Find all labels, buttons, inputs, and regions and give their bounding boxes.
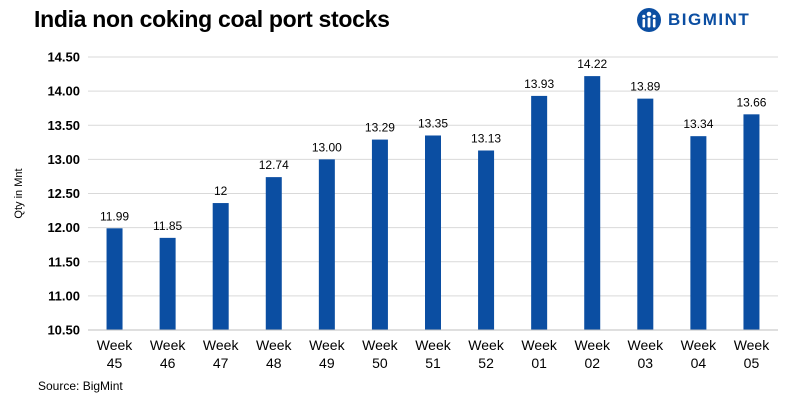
x-tick-label: Week xyxy=(521,337,558,353)
y-tick-label: 14.00 xyxy=(47,84,80,99)
bar xyxy=(743,114,760,330)
y-tick-label: 11.00 xyxy=(48,288,80,303)
y-axis-title: Qty in Mnt xyxy=(13,168,25,218)
bar xyxy=(425,135,441,330)
y-tick-label: 14.50 xyxy=(47,50,80,65)
x-tick-label: Week xyxy=(309,337,346,353)
x-tick-label: 46 xyxy=(160,355,176,371)
x-tick-label: 04 xyxy=(691,355,707,371)
data-label: 13.34 xyxy=(683,117,713,131)
data-label: 12 xyxy=(214,184,228,198)
x-tick-label: 48 xyxy=(266,355,282,371)
y-tick-label: 13.00 xyxy=(47,152,80,167)
bar xyxy=(318,159,335,330)
bar xyxy=(637,98,654,330)
bar xyxy=(159,237,176,330)
chart-title: India non coking coal port stocks xyxy=(34,6,390,32)
x-tick-label: Week xyxy=(415,337,452,353)
y-tick-label: 10.50 xyxy=(47,323,80,338)
data-label: 13.35 xyxy=(418,116,448,130)
x-tick-label: 01 xyxy=(531,355,547,371)
bar xyxy=(371,139,388,330)
brand-name: BIGMINT xyxy=(668,10,751,29)
bar xyxy=(106,228,123,330)
x-tick-label: Week xyxy=(734,337,771,353)
x-tick-label: Week xyxy=(256,337,293,353)
bar xyxy=(478,150,495,330)
x-tick-label: Week xyxy=(681,337,718,353)
x-tick-label: 03 xyxy=(638,355,654,371)
x-tick-label: Week xyxy=(628,337,665,353)
data-label: 13.00 xyxy=(312,140,342,154)
y-tick-label: 11.50 xyxy=(48,254,80,269)
bigmint-logo: BIGMINT xyxy=(636,7,750,33)
y-tick-label: 13.50 xyxy=(47,118,80,133)
bar xyxy=(212,203,229,330)
source-note: Source: BigMint xyxy=(38,379,123,393)
data-label: 11.85 xyxy=(153,219,182,233)
bar xyxy=(584,76,601,330)
x-tick-label: 02 xyxy=(584,355,600,371)
x-tick-label: Week xyxy=(203,337,240,353)
x-tick-label: 49 xyxy=(319,355,335,371)
x-tick-label: 05 xyxy=(744,355,760,371)
bar xyxy=(690,136,707,330)
data-label: 13.93 xyxy=(524,77,554,91)
x-tick-label: Week xyxy=(574,337,611,353)
data-label: 12.74 xyxy=(259,158,289,172)
x-tick-label: Week xyxy=(150,337,187,353)
y-tick-label: 12.50 xyxy=(47,186,80,201)
bigmint-logo-icon xyxy=(637,8,661,32)
bar xyxy=(265,177,282,330)
x-tick-label: Week xyxy=(468,337,505,353)
x-tick-label: 47 xyxy=(213,355,229,371)
bar-chart: 10.50 11.00 11.50 12.00 12.50 13.00 13.50 14.00… xyxy=(13,50,778,371)
y-tick-label: 12.00 xyxy=(47,220,80,235)
x-tick-label: 51 xyxy=(425,355,441,371)
x-tick-label: 52 xyxy=(478,355,494,371)
data-label: 13.29 xyxy=(365,121,395,135)
x-tick-label: 50 xyxy=(372,355,388,371)
data-label: 11.99 xyxy=(100,209,129,223)
bar xyxy=(531,95,548,330)
x-tick-label: Week xyxy=(97,337,134,353)
x-tick-label: 45 xyxy=(107,355,123,371)
data-label: 13.13 xyxy=(471,132,501,146)
x-tick-label: Week xyxy=(362,337,399,353)
data-label: 14.22 xyxy=(577,57,607,71)
data-label: 13.89 xyxy=(630,80,660,94)
data-label: 13.66 xyxy=(736,95,766,109)
